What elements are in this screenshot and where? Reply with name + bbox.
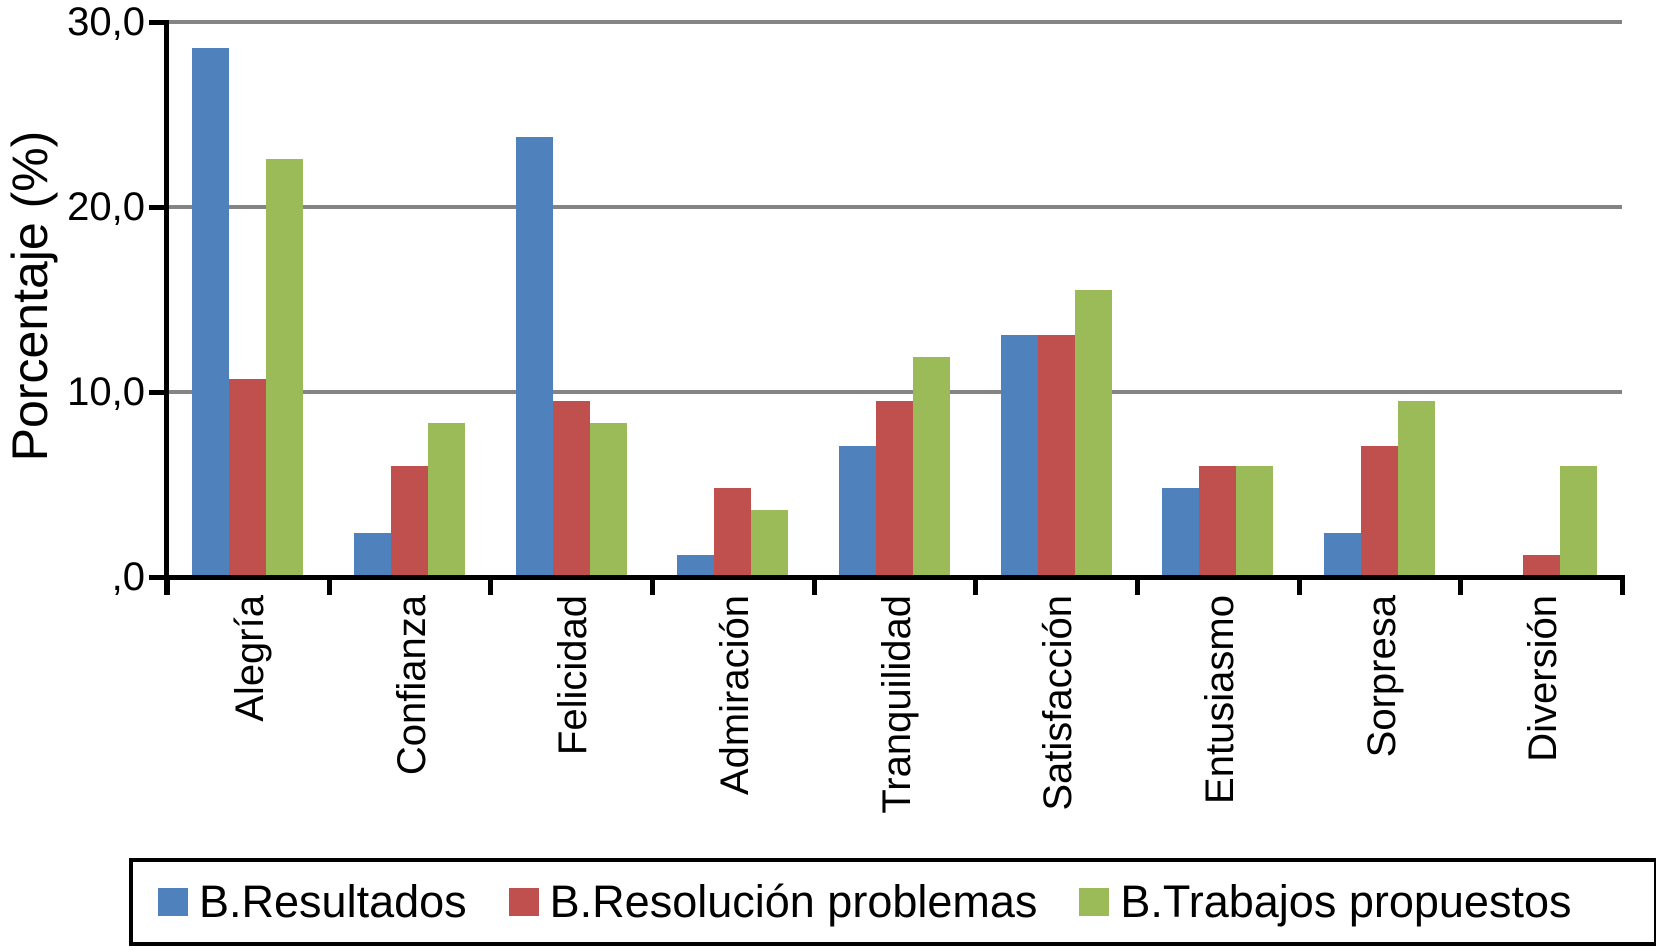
y-tick-label: 30,0 [67, 0, 145, 44]
bar-B.Resolución problemas-Satisfacción[interactable] [1037, 334, 1075, 577]
y-tick-label: 20,0 [67, 185, 145, 229]
bar-B.Resultados-Tranquilidad[interactable] [839, 445, 876, 577]
x-category-label-Sorpresa: Sorpresa [1359, 595, 1404, 758]
x-tick [1620, 577, 1625, 595]
bar-B.Resultados-Sorpresa[interactable] [1324, 532, 1361, 577]
legend-label: B.Resolución problemas [549, 876, 1038, 927]
gridline-30 [167, 20, 1622, 24]
y-tick-30 [149, 20, 167, 25]
x-tick [1135, 577, 1140, 595]
x-axis-line [164, 575, 1625, 580]
bar-B.Resolución problemas-Confianza[interactable] [391, 466, 428, 577]
x-category-label-Alegría: Alegría [227, 595, 272, 722]
bar-B.Resultados-Felicidad[interactable] [515, 136, 553, 577]
legend: B.Resultados B.Resolución problemas B.Trab… [129, 858, 1656, 946]
bar-B.Trabajos propuestos-Satisfacción[interactable] [1074, 290, 1112, 577]
x-category-label-Admiración: Admiración [712, 595, 757, 796]
y-tick-label: 10,0 [67, 370, 145, 414]
bar-B.Resolución problemas-Admiración[interactable] [714, 488, 752, 577]
bar-B.Trabajos propuestos-Alegría[interactable] [266, 158, 304, 577]
legend-swatch-icon [1079, 888, 1110, 916]
x-category-label-Diversión: Diversión [1521, 595, 1566, 762]
gridline-20 [167, 205, 1622, 209]
bar-B.Resolución problemas-Sorpresa[interactable] [1361, 445, 1398, 577]
bar-B.Trabajos propuestos-Felicidad[interactable] [589, 423, 627, 577]
bar-B.Resolución problemas-Tranquilidad[interactable] [876, 401, 913, 577]
legend-item-B.Resolución problemas[interactable]: B.Resolución problemas [508, 876, 1038, 928]
gridline-10 [167, 390, 1622, 394]
x-category-label-Confianza: Confianza [389, 595, 434, 776]
bar-B.Trabajos propuestos-Diversión[interactable] [1559, 466, 1597, 577]
x-tick [973, 577, 979, 595]
y-tick-0 [149, 575, 167, 580]
bar-B.Resolución problemas-Entusiasmo[interactable] [1199, 466, 1237, 577]
legend-label: B.Trabajos propuestos [1120, 876, 1572, 927]
legend-swatch-icon [508, 888, 539, 916]
bar-B.Resultados-Satisfacción[interactable] [1000, 334, 1038, 577]
y-tick-label: ,0 [111, 555, 145, 599]
legend-item-B.Resultados[interactable]: B.Resultados [158, 876, 467, 928]
legend-item-B.Trabajos propuestos[interactable]: B.Trabajos propuestos [1079, 876, 1571, 928]
x-tick [1296, 577, 1302, 595]
bar-B.Trabajos propuestos-Entusiasmo[interactable] [1236, 466, 1274, 577]
x-category-label-Felicidad: Felicidad [551, 595, 596, 756]
bar-B.Resolución problemas-Diversión[interactable] [1522, 554, 1560, 577]
x-tick [165, 577, 170, 595]
x-category-label-Entusiasmo: Entusiasmo [1197, 595, 1242, 804]
x-tick [811, 577, 817, 595]
x-tick [488, 577, 494, 595]
y-tick-20 [149, 205, 167, 210]
x-tick [326, 577, 332, 595]
bar-B.Trabajos propuestos-Sorpresa[interactable] [1398, 401, 1435, 577]
x-category-label-Tranquilidad: Tranquilidad [874, 595, 919, 814]
bar-B.Trabajos propuestos-Confianza[interactable] [428, 423, 465, 577]
bar-B.Trabajos propuestos-Tranquilidad[interactable] [913, 356, 950, 577]
bar-B.Resultados-Confianza[interactable] [354, 532, 391, 577]
bar-B.Resolución problemas-Felicidad[interactable] [552, 401, 590, 577]
x-category-label-Satisfacción: Satisfacción [1036, 595, 1081, 811]
legend-swatch-icon [158, 888, 188, 916]
bar-B.Resolución problemas-Alegría[interactable] [229, 379, 267, 577]
y-axis-line [164, 20, 169, 595]
bar-B.Resultados-Admiración[interactable] [677, 554, 715, 577]
x-tick [650, 577, 655, 595]
legend-label: B.Resultados [199, 876, 467, 927]
y-tick-10 [149, 390, 167, 395]
x-tick [1458, 577, 1464, 595]
bar-B.Trabajos propuestos-Admiración[interactable] [751, 510, 789, 577]
bar-B.Resultados-Entusiasmo[interactable] [1162, 488, 1200, 577]
bar-B.Resultados-Alegría[interactable] [192, 47, 230, 577]
